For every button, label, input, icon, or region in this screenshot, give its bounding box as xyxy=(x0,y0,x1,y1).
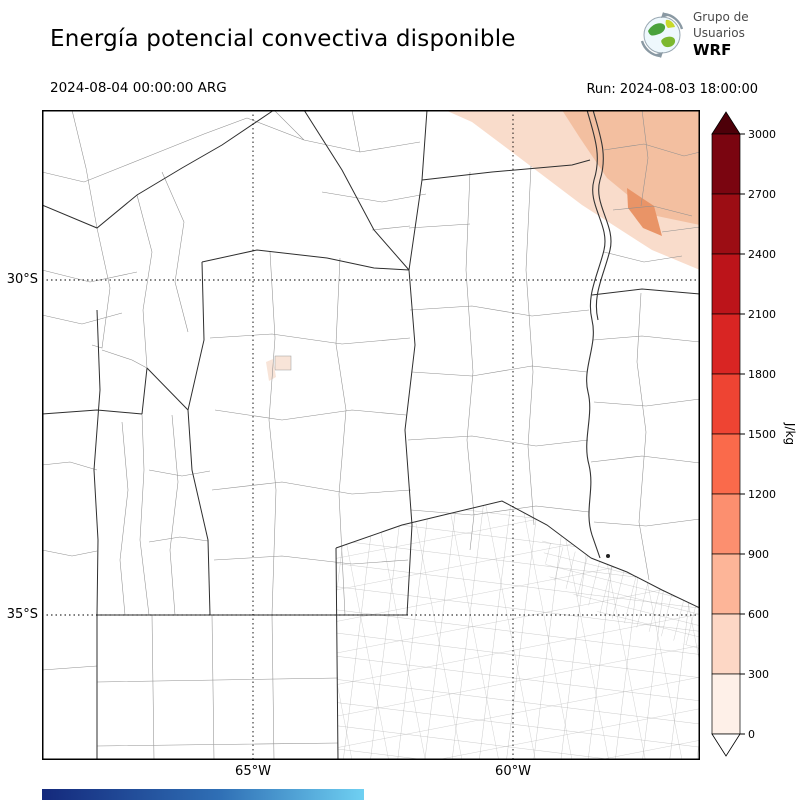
buenos-aires-mesh xyxy=(336,501,700,760)
province-borders xyxy=(41,109,701,761)
cape-shading xyxy=(266,110,700,381)
page-title: Energía potencial convectiva disponible xyxy=(50,26,516,52)
colorbar-tick-label: 3000 xyxy=(748,128,776,141)
colorbar-tick-label: 600 xyxy=(748,608,769,621)
colorbar-segment xyxy=(711,673,741,735)
logo-line-1: Grupo de xyxy=(693,10,749,24)
colorbar-tick-label: 900 xyxy=(748,548,769,561)
colorbar-segment xyxy=(711,193,741,255)
grid-lines xyxy=(42,110,700,760)
colorbar-under-arrow xyxy=(711,733,741,757)
run-time-label: Run: 2024-08-03 18:00:00 xyxy=(586,82,758,97)
lat-tick-30s: 30°S xyxy=(6,272,38,287)
departments-corrientes xyxy=(603,109,701,263)
departments-cordoba xyxy=(209,251,412,616)
colorbar-segment xyxy=(711,313,741,375)
colorbar-tick-label: 2400 xyxy=(748,248,776,261)
departments-lapampa xyxy=(96,614,339,761)
footer-gradient-bar xyxy=(42,789,364,800)
colorbar-unit-label: J/kg xyxy=(783,422,797,445)
colorbar-segment xyxy=(711,613,741,675)
wrf-logo: Grupo de Usuarios WRF xyxy=(638,10,749,61)
colorbar-tick-label: 2100 xyxy=(748,308,776,321)
map-frame xyxy=(42,110,700,760)
wrf-logo-text: Grupo de Usuarios WRF xyxy=(693,10,749,61)
cape-shade-cordoba-patch xyxy=(274,355,292,371)
cape-shade-mid xyxy=(562,110,700,225)
colorbar-tick-label: 0 xyxy=(748,728,755,741)
departments-northwest xyxy=(41,109,248,671)
colorbar-segment xyxy=(711,493,741,555)
province-outlines-east xyxy=(335,288,701,609)
lat-tick-35s: 35°S xyxy=(6,607,38,622)
map-area xyxy=(41,109,701,761)
cape-shade-dark xyxy=(627,188,662,236)
colorbar-tick-label: 1500 xyxy=(748,428,776,441)
logo-line-3: WRF xyxy=(693,41,732,60)
departments-entrerios xyxy=(590,292,701,581)
map-canvas xyxy=(41,109,701,761)
colorbar-segment xyxy=(711,553,741,615)
colorbar-tick-label: 1200 xyxy=(748,488,776,501)
wrf-globe-icon xyxy=(640,12,684,59)
logo-line-2: Usuarios xyxy=(693,25,745,40)
lon-tick-65w: 65°W xyxy=(235,764,271,779)
city-marker xyxy=(606,554,610,558)
colorbar-segment xyxy=(711,433,741,495)
valid-time-label: 2024-08-04 00:00:00 ARG xyxy=(50,80,227,96)
departments-santafe xyxy=(407,165,590,551)
cape-shade-cordoba-streak xyxy=(266,359,276,381)
colorbar: 3000 2700 2400 2100 1800 1500 1200 900 6… xyxy=(706,108,800,772)
province-outlines-west xyxy=(41,109,591,761)
colorbar-segment xyxy=(711,253,741,315)
colorbar-tick-label: 1800 xyxy=(748,368,776,381)
parana-river xyxy=(586,109,612,559)
departments-north-center xyxy=(246,109,427,231)
colorbar-tick-label: 2700 xyxy=(748,188,776,201)
colorbar-segment xyxy=(711,133,741,195)
colorbar-segment xyxy=(711,373,741,435)
colorbar-tick-label: 300 xyxy=(748,668,769,681)
lon-tick-60w: 60°W xyxy=(495,764,531,779)
colorbar-over-arrow xyxy=(711,111,741,135)
department-borders xyxy=(41,109,701,761)
